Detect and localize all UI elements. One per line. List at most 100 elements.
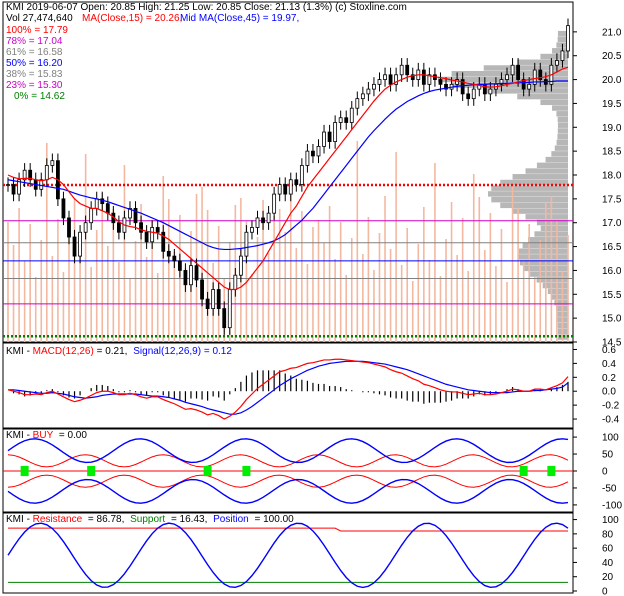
position-name: Position	[213, 514, 249, 525]
buy-outer-lower-band	[7, 478, 569, 504]
candle-body	[333, 122, 338, 142]
volume-bar	[151, 220, 153, 342]
volume-profile-bar	[552, 105, 568, 111]
support-name: Support	[130, 514, 165, 525]
volume-bar	[201, 187, 203, 342]
volume-bar	[129, 278, 131, 342]
volume-profile-bar	[556, 139, 568, 146]
candle-body	[499, 79, 504, 85]
buy-signal-marker	[20, 465, 29, 477]
volume-profile-bar	[491, 185, 568, 191]
volume-profile-bar	[551, 151, 568, 157]
candle-body	[338, 117, 343, 123]
volume-bar	[450, 202, 453, 342]
volume-profile-bar	[519, 259, 568, 266]
volume-profile-bar	[557, 36, 568, 43]
volume-bar	[29, 224, 31, 342]
volume-bar	[528, 224, 530, 342]
price-tick-label: 16.0	[602, 266, 622, 277]
volume-bar	[206, 210, 209, 342]
price-tick-label: 17.5	[602, 194, 622, 205]
volume-bar	[295, 248, 298, 342]
fib-23-label: 23% = 15.30	[6, 80, 63, 91]
candle-body	[272, 193, 277, 214]
volume-bar	[40, 240, 43, 342]
volume-bar	[350, 238, 353, 342]
candle-body	[266, 212, 271, 224]
candle-body	[299, 165, 304, 185]
volume-profile-bar	[500, 179, 568, 186]
volume-bar	[373, 270, 375, 342]
candle-body	[316, 145, 321, 157]
volume-bar	[384, 196, 386, 342]
price-tick-label: 15.0	[602, 314, 622, 325]
volume-profile-bar	[551, 294, 568, 300]
volume-bar	[467, 271, 469, 342]
buy-tick-label: -50	[602, 483, 617, 494]
candle-body	[527, 83, 532, 90]
buy-signal-marker	[203, 465, 212, 477]
candle-body	[311, 150, 315, 157]
candle-body	[421, 69, 426, 85]
volume-bar	[406, 228, 409, 342]
candle-body	[11, 184, 16, 195]
candle-body	[521, 79, 526, 90]
buy-outer-upper-band	[7, 438, 569, 464]
candle-body	[482, 83, 487, 95]
position-line	[7, 522, 569, 589]
volume-bar	[556, 219, 558, 342]
volume-bar	[107, 246, 109, 342]
candle-body	[538, 69, 543, 80]
candle-body	[144, 231, 149, 243]
volume-bar	[511, 185, 514, 342]
volume-bar	[123, 165, 126, 342]
volume-bar	[456, 255, 458, 342]
volume-label: Vol 27,474,640	[6, 13, 73, 24]
volume-bar	[306, 264, 309, 342]
volume-profile-bar	[517, 93, 568, 100]
volume-bar	[539, 240, 542, 342]
price-panel-frame	[2, 1, 574, 343]
price-tick-label: 19.5	[602, 99, 622, 110]
candle-body	[227, 289, 232, 329]
volume-profile-bar	[542, 282, 568, 289]
price-tick-label: 18.0	[602, 171, 622, 182]
volume-bar	[533, 277, 536, 342]
buy-tick-label: -100	[602, 500, 622, 511]
candle-body	[61, 198, 66, 219]
candle-body	[388, 74, 393, 85]
price-tick-label: 16.5	[602, 242, 622, 253]
candle-body	[305, 150, 310, 166]
volume-bar	[395, 152, 397, 342]
macd-layer	[7, 358, 569, 420]
volume-bar	[140, 204, 142, 342]
candle-body	[28, 169, 33, 181]
macd-tick-label: 0.6	[602, 345, 616, 356]
volume-bar	[439, 276, 442, 342]
volume-bar	[262, 200, 264, 342]
candle-body	[355, 98, 360, 109]
buy-dash: -	[27, 430, 33, 441]
volume-bar	[73, 198, 76, 342]
candle-body	[150, 227, 155, 243]
candle-body	[438, 79, 443, 85]
volume-bar	[423, 207, 425, 342]
candle-body	[133, 207, 138, 224]
volume-profile-bar	[536, 219, 568, 226]
volume-bar	[356, 141, 359, 342]
candle-body	[205, 298, 210, 309]
buy-signal-marker	[87, 465, 96, 477]
candle-body	[177, 260, 182, 271]
volume-bar	[118, 262, 120, 342]
volume-profile-bar	[525, 214, 568, 220]
volume-bar	[417, 244, 420, 342]
fib-lines	[3, 183, 573, 338]
volume-profile-bar	[554, 300, 568, 306]
candle-body	[44, 165, 49, 181]
fib-legend: 100% = 17.79 78% = 17.04 61% = 16.58 50%…	[6, 25, 68, 102]
candle-body	[222, 308, 227, 329]
candle-body	[139, 222, 143, 233]
volume-profile-bar	[512, 174, 568, 180]
candle-body	[277, 184, 282, 195]
volume-bar	[428, 260, 431, 342]
